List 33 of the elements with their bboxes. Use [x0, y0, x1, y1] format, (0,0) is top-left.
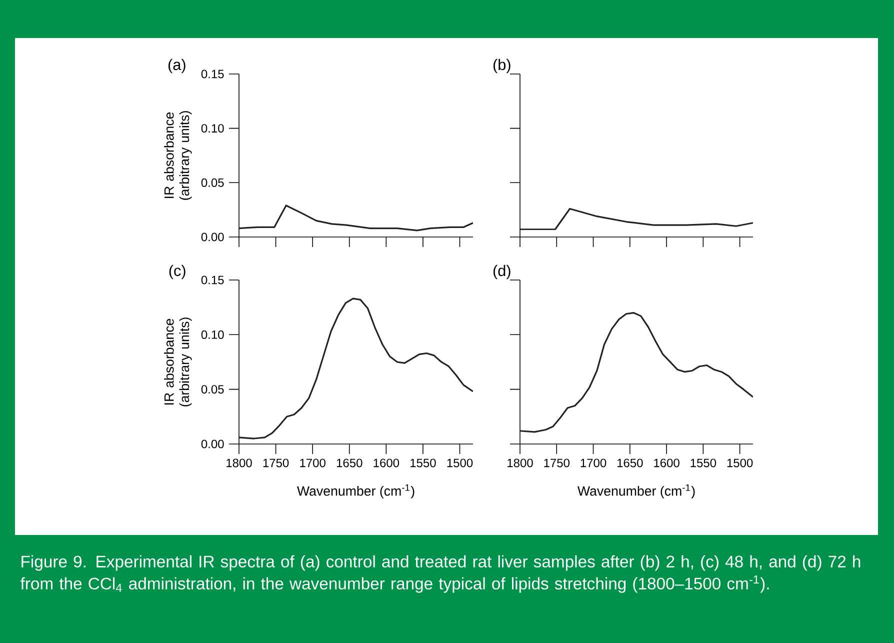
chart-title: (d) [493, 264, 510, 280]
caption: Figure 9. Experimental IR spectra of (a) control and treated rat liver samples after (b) 2 h, (c) 48 h, and (d) 72 h from the CCl$_{4}$ administration, in the wavenumber range typical of lipids stretching (1800–1500 cm$^{-1}$). [20, 555, 860, 593]
chart-title: (a) [168, 58, 186, 74]
x-tick-label: 1800 [508, 458, 533, 468]
x-tick-label: 1650 [617, 458, 643, 468]
x-tick-label: 1800 [226, 458, 252, 468]
y-tick-label: 0.00 [201, 232, 224, 242]
y-axis-title: IR absorbance (arbitrary units) [164, 111, 192, 200]
x-tick-label: 1700 [580, 458, 606, 468]
x-axis-title: Wavenumber (cm$^{-1}$) [578, 484, 695, 498]
x-tick-label: 1600 [654, 458, 680, 468]
x-tick-label: 1550 [690, 458, 716, 468]
y-tick-label: 0.05 [201, 178, 224, 187]
x-tick-label: 1500 [447, 458, 473, 468]
y-tick-label: 0.00 [201, 440, 224, 448]
x-tick-label: 1650 [336, 458, 362, 468]
y-axis-title: IR absorbance (arbitrary units) [164, 318, 192, 406]
y-tick-label: 0.15 [201, 70, 224, 78]
y-tick-label: 0.10 [201, 330, 224, 339]
y-tick-label: 0.05 [201, 385, 224, 394]
x-tick-label: 1750 [544, 458, 570, 468]
y-tick-label: 0.15 [201, 276, 224, 284]
chart-title: (b) [493, 58, 510, 74]
line-series [239, 204, 474, 232]
x-tick-label: 1750 [263, 458, 289, 468]
x-tick-label: 1500 [727, 458, 753, 468]
x-axis-title: Wavenumber (cm$^{-1}$) [297, 484, 414, 498]
y-tick-label: 0.10 [201, 124, 224, 133]
x-tick-label: 1550 [410, 458, 436, 468]
x-tick-label: 1700 [300, 458, 326, 468]
line-series [239, 298, 474, 440]
chart-title: (c) [169, 264, 186, 280]
x-tick-label: 1600 [374, 458, 400, 468]
